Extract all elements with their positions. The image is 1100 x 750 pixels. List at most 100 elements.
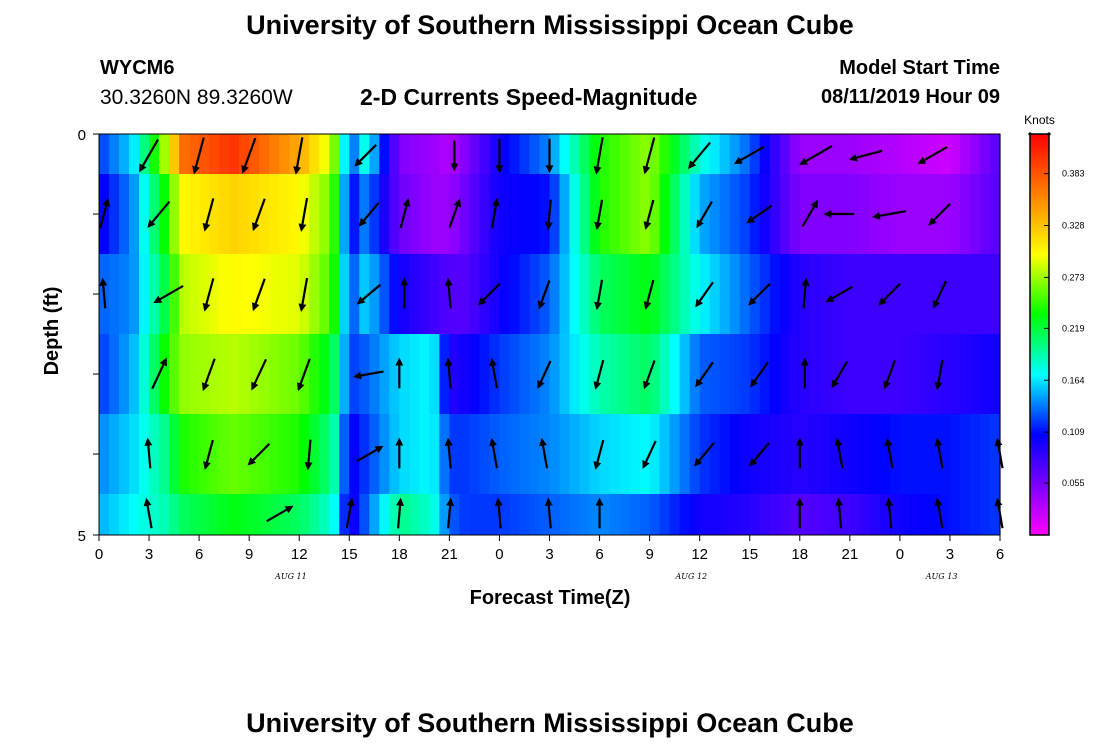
- heatmap-cell: [929, 334, 941, 414]
- heatmap-cell: [169, 334, 180, 414]
- heatmap-cell: [189, 414, 200, 494]
- current-vector-arrow: [251, 198, 266, 232]
- heatmap-cell: [349, 334, 360, 414]
- heatmap-cell: [119, 134, 130, 174]
- heatmap-cell: [149, 494, 160, 535]
- heatmap-cell: [169, 174, 180, 254]
- heatmap-cell: [689, 134, 701, 174]
- current-vector-arrow: [642, 137, 656, 175]
- heatmap-cell: [949, 174, 961, 254]
- current-vector-arrow: [695, 361, 714, 388]
- heatmap-cell: [159, 494, 170, 535]
- heatmap-cell: [959, 134, 971, 174]
- current-vector-arrow: [399, 198, 411, 229]
- heatmap-cell: [629, 254, 641, 334]
- heatmap-cell: [679, 134, 691, 174]
- x-tick-label: 15: [741, 546, 758, 563]
- heatmap-cell: [389, 174, 400, 254]
- heatmap-cell: [929, 254, 941, 334]
- heatmap-cell: [429, 334, 440, 414]
- heatmap-cell: [419, 174, 430, 254]
- heatmap-cell: [679, 494, 691, 535]
- heatmap-cell: [439, 414, 450, 494]
- current-vectors: [99, 137, 1004, 529]
- heatmap-cell: [849, 494, 861, 535]
- heatmap-cell: [519, 414, 531, 494]
- current-vector-arrow: [201, 358, 216, 392]
- heatmap-cell: [269, 134, 280, 174]
- heatmap-cell: [719, 254, 731, 334]
- heatmap-cell: [709, 334, 721, 414]
- heatmap-cell: [629, 134, 641, 174]
- heatmap-cell: [399, 134, 410, 174]
- heatmap-cell: [459, 494, 471, 535]
- heatmap-cell: [759, 254, 771, 334]
- heatmap-cell: [339, 254, 350, 334]
- current-vector-arrow: [151, 357, 168, 390]
- heatmap-cell: [839, 494, 851, 535]
- heatmap-cell: [479, 254, 491, 334]
- heatmap-cell: [559, 494, 571, 535]
- heatmap-cell: [709, 174, 721, 254]
- heatmap-cell: [919, 254, 931, 334]
- heatmap-cell: [459, 414, 471, 494]
- current-vector-arrow: [345, 497, 355, 529]
- heatmap-cell: [299, 494, 310, 535]
- heatmap-cell: [229, 414, 240, 494]
- heatmap-cell: [679, 174, 691, 254]
- date-label: AUG 11: [274, 572, 307, 581]
- x-axis: 0 3 6 9 12 15 18 21 0 3 6 9 12 15 18 21 0 3 6 AUG 11 AUG 12 A…: [95, 534, 1004, 581]
- x-tick-label: 3: [145, 546, 153, 563]
- heatmap-cell: [659, 414, 671, 494]
- current-vector-arrow: [444, 357, 453, 389]
- heatmap-cell: [359, 414, 370, 494]
- heatmap-cell: [169, 414, 180, 494]
- heatmap-cell: [459, 174, 471, 254]
- heatmap-cell: [829, 414, 841, 494]
- current-vector-arrow: [489, 357, 499, 389]
- heatmap-cell: [579, 334, 591, 414]
- current-vector-arrow: [748, 283, 771, 306]
- heatmap-cell: [909, 494, 921, 535]
- x-tick-label: 15: [341, 546, 358, 563]
- heatmap-cell: [479, 134, 491, 174]
- heatmap-cell: [369, 414, 380, 494]
- heatmap-cell: [179, 254, 190, 334]
- current-vector-arrow: [917, 145, 948, 165]
- heatmap-cell: [409, 494, 420, 535]
- heatmap-cell: [99, 494, 110, 535]
- heatmap-cell: [319, 494, 330, 535]
- current-vector-arrow: [446, 497, 455, 529]
- heatmap-cell: [609, 334, 621, 414]
- heatmap-cell: [289, 334, 300, 414]
- current-vector-arrow: [293, 137, 304, 175]
- heatmap-cell: [619, 254, 631, 334]
- heatmap-cell: [449, 494, 460, 535]
- heatmap-cell: [529, 174, 541, 254]
- heatmap-cell: [629, 494, 641, 535]
- heatmap-cell: [539, 174, 551, 254]
- heatmap-cell: [809, 134, 821, 174]
- heatmap-cell: [99, 334, 110, 414]
- heatmap-cell: [639, 254, 651, 334]
- main-title: University of Southern Mississippi Ocean…: [246, 10, 854, 40]
- heatmap-cell: [899, 134, 911, 174]
- heatmap-cell: [279, 494, 290, 535]
- current-vector-arrow: [643, 279, 655, 310]
- heatmap-cell: [289, 494, 300, 535]
- heatmap-cell: [499, 494, 511, 535]
- current-vector-arrow: [296, 358, 311, 392]
- heatmap-cell: [749, 494, 761, 535]
- heatmap-cell: [179, 134, 190, 174]
- current-vector-arrow: [932, 280, 948, 309]
- heatmap-cell: [249, 134, 260, 174]
- current-vector-arrow: [825, 285, 853, 303]
- heatmap-cell: [249, 334, 260, 414]
- heatmap-cell: [659, 334, 671, 414]
- heatmap-cell: [979, 334, 991, 414]
- heatmap-cell: [359, 174, 370, 254]
- heatmap-cell: [439, 254, 450, 334]
- heatmap-cell: [739, 334, 751, 414]
- heatmap-cell: [929, 494, 941, 535]
- heatmap-cell: [579, 494, 591, 535]
